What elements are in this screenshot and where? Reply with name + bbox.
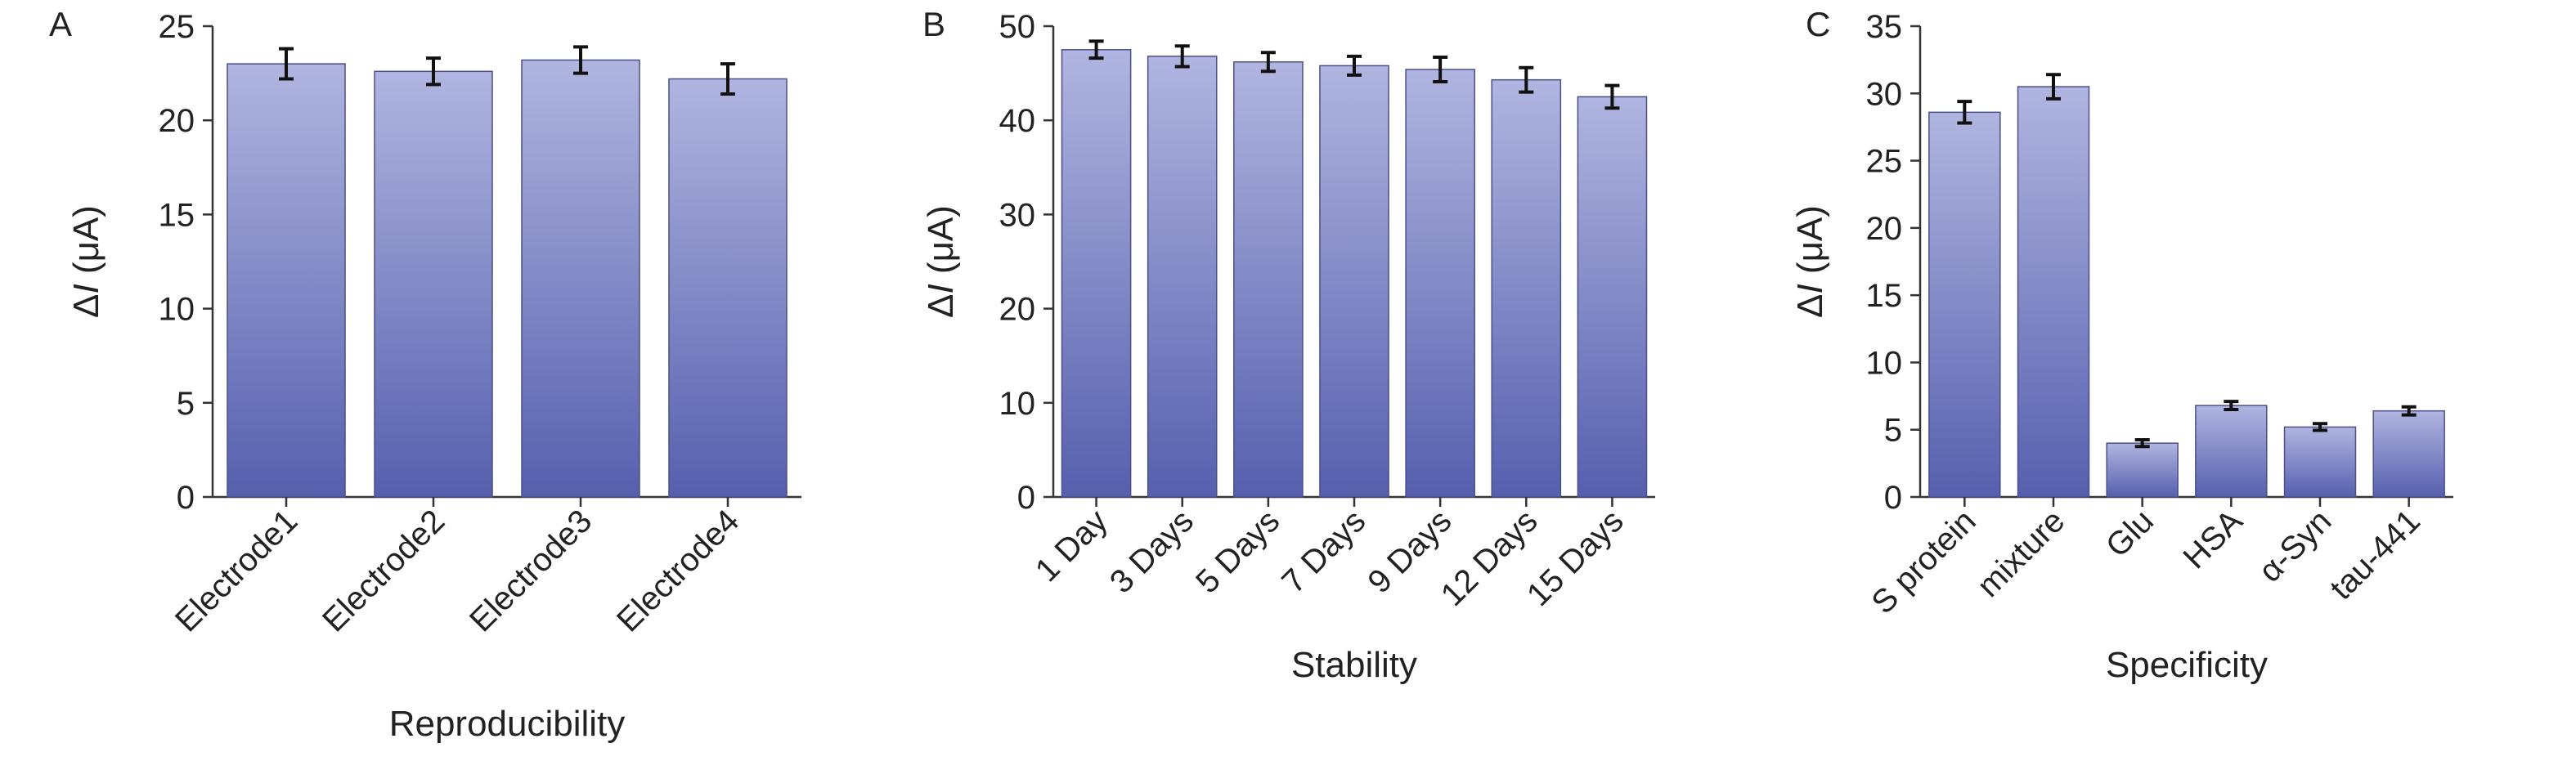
panel-a-x-tick-label: Electrode3 (463, 503, 599, 638)
panel-c-x-tick-label: HSA (2176, 503, 2249, 575)
panel-c-error-bar (2401, 405, 2417, 417)
panel-c-x-tick-label: α-Syn (2252, 503, 2339, 589)
panel-b-x-tick-label: 5 Days (1189, 503, 1286, 600)
panel-b-x-tick-label: 3 Days (1103, 503, 1200, 600)
panel-a-letter: A (49, 5, 72, 43)
panel-b-y-tick-label: 30 (999, 197, 1036, 233)
panel-c-x-tick-label: mixture (1971, 503, 2072, 604)
panel-b-error-bar (1433, 56, 1448, 83)
panel-b-y-tick-label: 50 (999, 9, 1036, 45)
panel-a-x-axis-title: Reproducibility (389, 704, 626, 744)
panel-a-y-tick-label: 5 (177, 386, 195, 422)
panel-a-y-axis-title: ΔI (μA) (66, 205, 106, 318)
panel-b-y-axis-title: ΔI (μA) (921, 205, 961, 318)
panel-c-x-tick-label: S protein (1865, 503, 1982, 620)
panel-a-bar (668, 78, 788, 498)
panel-c-error-bar (2046, 73, 2061, 101)
panel-c-y-tick-label: 0 (1884, 480, 1902, 516)
panel-c-bar (2017, 86, 2090, 498)
panel-a-error-bar (573, 45, 588, 75)
panel-c-error-bar (2134, 438, 2150, 449)
panel-b-bar (1577, 96, 1648, 498)
panel-c-y-tick-label: 15 (1866, 278, 1903, 314)
panel-c-y-tick-label: 10 (1866, 345, 1903, 381)
panel-c-y-axis-title: ΔI (μA) (1790, 205, 1830, 318)
panel-c-x-axis-title: Specificity (2106, 645, 2268, 685)
panel-c-y-tick-label: 30 (1866, 76, 1903, 112)
panel-b-error-bar (1347, 54, 1362, 77)
panel-c-y-tick-label: 25 (1866, 144, 1903, 180)
panel-b-error-bar (1260, 51, 1276, 74)
panel-c-y-tick-label: 5 (1884, 413, 1902, 449)
panel-a-y-tick-label: 25 (159, 9, 195, 45)
panel-c-bar (2372, 410, 2445, 498)
panel-c-bar (1928, 111, 2001, 498)
panel-b-bar (1491, 78, 1562, 498)
panel-a-error-bar (279, 47, 294, 81)
panel-b-y-tick-label: 0 (1017, 480, 1035, 516)
panel-c-bar (2283, 426, 2357, 498)
panel-b-x-tick-label: 15 Days (1520, 503, 1631, 613)
panel-b-y-tick-label: 40 (999, 103, 1036, 139)
panel-b-bar (1405, 69, 1475, 498)
panel-b-x-tick-label: 7 Days (1275, 503, 1372, 600)
panel-a-bar (227, 63, 346, 498)
panel-c-error-bar (2224, 400, 2239, 412)
panel-b-bar (1061, 49, 1132, 498)
panel-c-x-tick-label: tau-441 (2323, 503, 2427, 607)
panel-c-y-tick-label: 20 (1866, 211, 1903, 247)
panel-a-x-tick-label: Electrode2 (316, 503, 451, 638)
panel-b-error-bar (1088, 39, 1104, 60)
panel-c-bar (2106, 442, 2179, 498)
panel-c-y-tick-label: 35 (1866, 9, 1903, 45)
panel-a-bar (374, 70, 493, 498)
panel-b-bar (1233, 61, 1304, 498)
panel-a-x-tick-label: Electrode4 (610, 503, 746, 638)
panel-a-error-bar (426, 56, 441, 87)
panel-b-error-bar (1174, 44, 1190, 69)
panel-a-bar (521, 59, 640, 498)
panel-a-y-tick-label: 15 (159, 197, 195, 233)
panel-b-y-tick-label: 10 (999, 386, 1036, 422)
panel-b-bar (1147, 56, 1218, 498)
panel-c-error-bar (2313, 422, 2327, 432)
panel-a-plot-area: 0 5 10 15 20 25 Electrode1 Electrode2 Electrode3… (159, 9, 801, 639)
panel-c-bar (2195, 405, 2268, 498)
panel-b-y-tick-label: 20 (999, 292, 1036, 328)
panel-a-x-tick-label: Electrode1 (168, 503, 304, 638)
panel-c-letter: C (1806, 5, 1830, 43)
panel-c-x-tick-label: Glu (2099, 503, 2161, 564)
panel-b-error-bar (1519, 65, 1534, 94)
panel-b-x-axis-title: Stability (1291, 645, 1417, 685)
panel-c-error-bar (1957, 100, 1972, 125)
panel-a-y-tick-label: 20 (159, 103, 195, 139)
panel-b-bar (1319, 65, 1389, 498)
panel-b-letter: B (922, 5, 945, 43)
panel-b-error-bar (1604, 83, 1620, 110)
panel-a-y-tick-label: 10 (159, 292, 195, 328)
panel-a-y-tick-label: 0 (177, 480, 195, 516)
panel-a-error-bar (720, 62, 735, 96)
panel-b-x-tick-label: 1 Day (1029, 503, 1115, 589)
